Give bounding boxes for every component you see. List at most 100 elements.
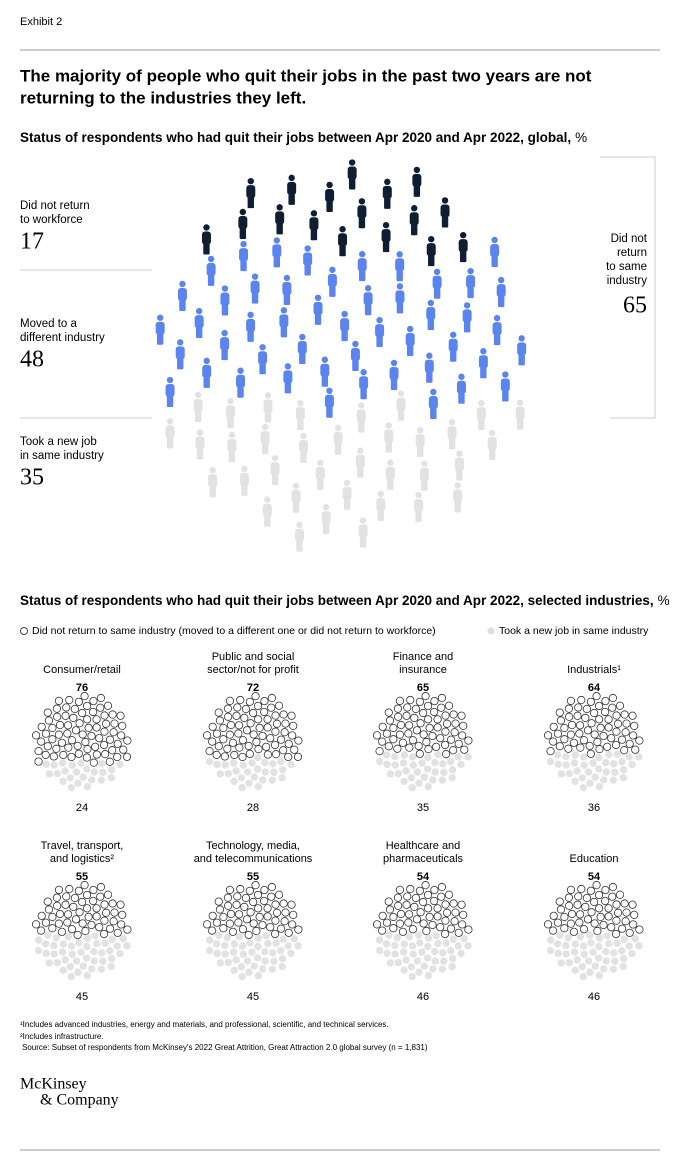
dot — [113, 942, 121, 950]
dot — [400, 777, 408, 786]
person-legs — [480, 367, 487, 379]
dot — [293, 752, 303, 761]
person-legs — [296, 540, 303, 552]
person-body — [194, 315, 204, 329]
dot — [215, 716, 225, 725]
dot — [382, 751, 391, 759]
dot — [595, 753, 603, 762]
person-head — [359, 517, 367, 524]
dot — [276, 924, 286, 933]
dot — [92, 715, 101, 724]
dot — [590, 897, 599, 907]
person-legs — [207, 274, 215, 286]
person-legs — [406, 345, 414, 357]
dot — [582, 704, 592, 714]
dot — [116, 900, 125, 909]
industry-same-value: 45 — [247, 991, 259, 1003]
person-body — [440, 204, 450, 218]
dot — [212, 940, 221, 948]
dot — [603, 742, 612, 751]
person-head — [341, 310, 348, 318]
dot — [50, 950, 58, 958]
dot — [613, 719, 623, 728]
industry-left-value: 65 — [417, 682, 429, 694]
person-body — [201, 231, 211, 245]
dot — [619, 963, 627, 971]
dot — [61, 956, 69, 964]
dot — [404, 721, 414, 730]
dot — [208, 737, 217, 746]
dot — [441, 711, 450, 720]
person-legs — [421, 479, 428, 491]
person-head — [314, 294, 322, 302]
dot — [635, 942, 643, 950]
dot — [78, 897, 87, 907]
dot — [279, 899, 288, 908]
dot — [431, 768, 439, 776]
dot — [116, 949, 124, 958]
dot — [67, 783, 75, 792]
dot — [78, 919, 87, 928]
dot — [593, 926, 602, 936]
dot — [234, 918, 243, 927]
dot — [629, 920, 638, 929]
dot — [375, 936, 384, 944]
dot — [75, 939, 83, 947]
industry-name: Travel, transport, — [41, 840, 124, 852]
person-head — [264, 496, 271, 503]
dot — [224, 769, 233, 778]
dot — [90, 768, 98, 776]
person-body — [287, 181, 297, 195]
dot — [567, 720, 577, 730]
dot — [416, 939, 424, 947]
person-body — [236, 374, 246, 388]
person-head — [321, 356, 329, 363]
person-head — [364, 285, 372, 292]
person-legs — [326, 200, 333, 212]
dot — [410, 713, 419, 722]
dots-left — [31, 881, 132, 940]
dot — [458, 731, 467, 740]
dot — [594, 954, 603, 962]
person-head — [411, 205, 418, 212]
dots-left — [543, 692, 644, 758]
person-legs — [195, 327, 203, 339]
dot — [62, 703, 71, 712]
dot — [263, 750, 273, 759]
dot — [564, 744, 573, 753]
person-head — [292, 482, 300, 489]
dot — [57, 927, 67, 936]
dot — [80, 692, 89, 701]
dot — [264, 939, 272, 948]
dot — [268, 965, 277, 973]
dot — [221, 941, 229, 950]
person-legs — [194, 410, 202, 422]
person-body — [517, 342, 527, 356]
dot — [67, 736, 77, 745]
dot — [553, 729, 563, 738]
dot — [560, 924, 569, 933]
person-body — [458, 239, 468, 253]
dot — [232, 711, 241, 720]
dot — [61, 767, 69, 775]
dot — [205, 747, 214, 756]
person-legs — [288, 193, 295, 205]
dot — [454, 753, 462, 761]
dot — [245, 749, 254, 758]
dot — [244, 741, 253, 751]
dot — [246, 719, 255, 728]
dot — [400, 940, 409, 948]
person-legs — [433, 287, 441, 299]
person-head — [358, 402, 365, 409]
dot — [450, 728, 459, 737]
dot — [549, 722, 558, 731]
person-legs — [413, 185, 421, 197]
dot — [560, 735, 569, 744]
dot — [578, 774, 587, 782]
person-head — [387, 459, 394, 466]
people-group — [201, 159, 468, 267]
dot — [117, 731, 126, 740]
dot — [212, 729, 222, 738]
dot — [454, 739, 463, 748]
person-legs — [397, 409, 405, 421]
